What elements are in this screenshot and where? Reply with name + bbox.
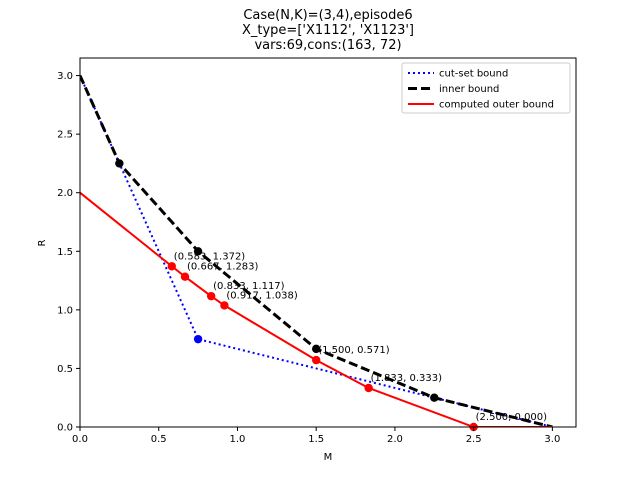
x-tick-label: 2.5 (466, 434, 482, 445)
x-tick-label: 0.5 (151, 434, 167, 445)
y-tick-label: 0.0 (57, 423, 73, 434)
computed-outer-bound-marker (311, 355, 321, 365)
y-tick-label: 3.0 (57, 71, 73, 82)
point-annotation: (1.500, 0.571) (318, 345, 390, 356)
computed-outer-bound-marker (180, 272, 190, 281)
y-tick-label: 1.5 (57, 247, 73, 258)
axes: 0.0 0.5 1.0 1.5 2.0 2.5 3.0 0.0 0.5 1.0 1.5 2.0 2.5 3… (57, 57, 577, 445)
title-line-1: Case(N,K)=(3,4),episode6 (243, 8, 412, 23)
computed-outer-bound-marker (167, 262, 176, 271)
legend-label-inner-bound: inner bound (439, 84, 499, 95)
inner-bound-marker (115, 159, 124, 168)
point-annotation: (2.500, 0.000) (476, 412, 548, 423)
point-annotation: (0.583, 1.372) (174, 251, 246, 262)
point-annotation: (0.833, 1.117) (213, 281, 285, 292)
plot-area: (0.583, 1.372)(0.667, 1.283) (0.833, 1.11… (80, 74, 553, 432)
y-tick-label: 2.5 (57, 130, 73, 141)
x-tick-label: 3.0 (544, 434, 560, 445)
inner-bound-line (80, 74, 553, 427)
computed-outer-bound-marker (206, 291, 216, 301)
x-tick-label: 2.0 (387, 434, 403, 445)
x-tick-label: 0.0 (72, 434, 88, 445)
title-line-2: X_type=['X1112', 'X1123'] (242, 23, 414, 38)
title-line-3: vars:69,cons:(163, 72) (254, 38, 401, 53)
x-tick-label: 1.5 (308, 434, 324, 445)
inner-bound-marker (193, 247, 203, 256)
legend-label-cut-set-bound: cut-set bound (439, 69, 508, 80)
point-annotation: (1.833, 0.333) (371, 373, 443, 384)
x-tick-label: 1.0 (230, 434, 246, 445)
y-tick-label: 0.5 (57, 364, 73, 375)
point-annotation: (0.667, 1.283) (187, 262, 259, 273)
inner-bound-marker (430, 393, 439, 402)
chart-title: Case(N,K)=(3,4),episode6 X_type=['X1112'… (242, 8, 414, 53)
axes-frame (79, 57, 577, 428)
y-axis-label: R (37, 239, 48, 246)
computed-outer-bound-marker (220, 301, 229, 310)
y-tick-label: 2.0 (57, 188, 73, 199)
y-tick-label: 1.0 (57, 305, 73, 316)
legend: cut-set bound inner bound computed outer b… (401, 62, 571, 114)
point-annotation: (0.917, 1.038) (226, 290, 298, 301)
legend-box (401, 62, 571, 114)
cut-set-bound-marker (193, 334, 203, 344)
inner-bound-marker (311, 344, 321, 354)
legend-label-computed-outer-bound: computed outer bound (439, 100, 554, 111)
computed-outer-bound-marker (364, 383, 373, 393)
x-axis-label: M (324, 452, 333, 463)
